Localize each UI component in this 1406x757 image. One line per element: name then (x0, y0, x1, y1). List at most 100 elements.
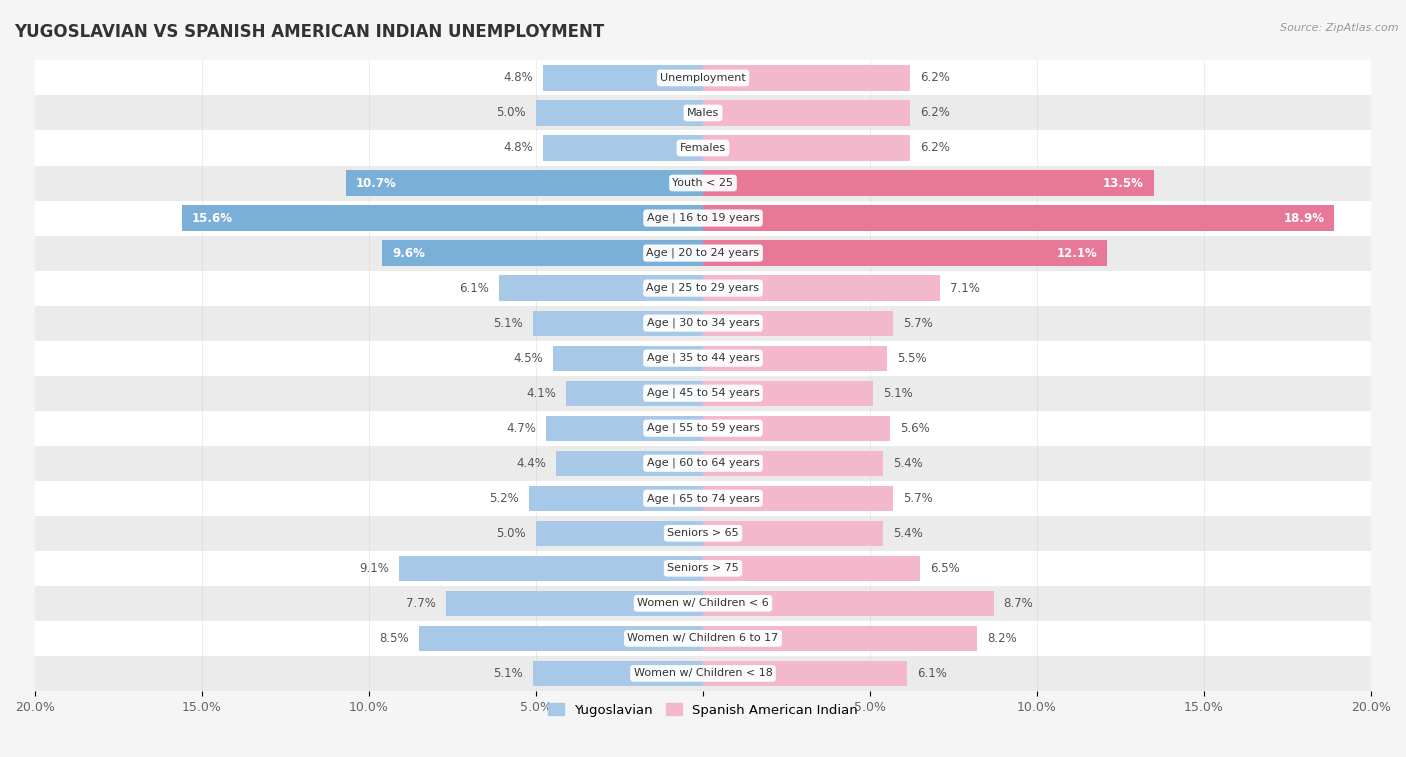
Bar (35, 166, 1371, 201)
Text: 5.0%: 5.0% (496, 107, 526, 120)
Text: 8.7%: 8.7% (1004, 597, 1033, 610)
Bar (533, 661, 703, 686)
Bar (703, 205, 1334, 231)
Text: Age | 60 to 64 years: Age | 60 to 64 years (647, 458, 759, 469)
Text: YUGOSLAVIAN VS SPANISH AMERICAN INDIAN UNEMPLOYMENT: YUGOSLAVIAN VS SPANISH AMERICAN INDIAN U… (14, 23, 605, 41)
Text: Males: Males (688, 108, 718, 118)
Text: Age | 16 to 19 years: Age | 16 to 19 years (647, 213, 759, 223)
Bar (35, 446, 1371, 481)
Text: Unemployment: Unemployment (661, 73, 745, 83)
Bar (35, 621, 1371, 656)
Text: Seniors > 75: Seniors > 75 (666, 563, 740, 573)
Bar (553, 345, 703, 371)
Text: Source: ZipAtlas.com: Source: ZipAtlas.com (1281, 23, 1399, 33)
Text: 15.6%: 15.6% (193, 211, 233, 225)
Bar (703, 416, 890, 441)
Bar (703, 556, 920, 581)
Bar (35, 586, 1371, 621)
Text: 7.1%: 7.1% (950, 282, 980, 294)
Text: 8.5%: 8.5% (380, 632, 409, 645)
Text: 6.1%: 6.1% (917, 667, 946, 680)
Bar (529, 486, 703, 511)
Text: 6.2%: 6.2% (920, 142, 950, 154)
Text: 9.6%: 9.6% (392, 247, 425, 260)
Bar (536, 101, 703, 126)
Bar (703, 626, 977, 651)
Bar (346, 170, 703, 195)
Text: Age | 45 to 54 years: Age | 45 to 54 years (647, 388, 759, 398)
Bar (555, 450, 703, 476)
Text: 4.8%: 4.8% (503, 71, 533, 85)
Bar (35, 306, 1371, 341)
Bar (35, 270, 1371, 306)
Text: Women w/ Children < 6: Women w/ Children < 6 (637, 598, 769, 609)
Bar (35, 411, 1371, 446)
Text: 5.5%: 5.5% (897, 352, 927, 365)
Bar (35, 516, 1371, 551)
Text: 6.1%: 6.1% (460, 282, 489, 294)
Bar (703, 170, 1154, 195)
Text: 6.2%: 6.2% (920, 107, 950, 120)
Text: 5.7%: 5.7% (904, 316, 934, 329)
Bar (181, 205, 703, 231)
Text: 8.2%: 8.2% (987, 632, 1017, 645)
Bar (567, 381, 703, 406)
Text: 9.1%: 9.1% (359, 562, 389, 575)
Bar (703, 345, 887, 371)
Bar (35, 551, 1371, 586)
Bar (533, 310, 703, 336)
Text: 18.9%: 18.9% (1284, 211, 1324, 225)
Bar (703, 136, 910, 160)
Text: 13.5%: 13.5% (1104, 176, 1144, 189)
Text: 4.8%: 4.8% (503, 142, 533, 154)
Bar (703, 65, 910, 91)
Bar (703, 450, 883, 476)
Bar (499, 276, 703, 301)
Text: 4.7%: 4.7% (506, 422, 536, 435)
Text: 4.5%: 4.5% (513, 352, 543, 365)
Text: 5.2%: 5.2% (489, 492, 519, 505)
Legend: Yugoslavian, Spanish American Indian: Yugoslavian, Spanish American Indian (543, 698, 863, 722)
Text: 4.4%: 4.4% (516, 456, 546, 470)
Bar (35, 61, 1371, 95)
Bar (399, 556, 703, 581)
Text: Women w/ Children 6 to 17: Women w/ Children 6 to 17 (627, 634, 779, 643)
Text: Females: Females (681, 143, 725, 153)
Bar (703, 521, 883, 546)
Bar (536, 521, 703, 546)
Text: 10.7%: 10.7% (356, 176, 396, 189)
Text: Age | 65 to 74 years: Age | 65 to 74 years (647, 493, 759, 503)
Text: Women w/ Children < 18: Women w/ Children < 18 (634, 668, 772, 678)
Text: Age | 55 to 59 years: Age | 55 to 59 years (647, 423, 759, 434)
Bar (35, 341, 1371, 375)
Text: Seniors > 65: Seniors > 65 (668, 528, 738, 538)
Bar (703, 276, 941, 301)
Text: 5.4%: 5.4% (893, 456, 924, 470)
Text: 7.7%: 7.7% (406, 597, 436, 610)
Bar (543, 65, 703, 91)
Bar (35, 201, 1371, 235)
Text: 5.0%: 5.0% (496, 527, 526, 540)
Text: 12.1%: 12.1% (1056, 247, 1097, 260)
Bar (703, 486, 893, 511)
Bar (35, 235, 1371, 270)
Text: 6.2%: 6.2% (920, 71, 950, 85)
Text: 5.4%: 5.4% (893, 527, 924, 540)
Text: 5.1%: 5.1% (883, 387, 912, 400)
Bar (35, 95, 1371, 130)
Bar (446, 590, 703, 616)
Bar (382, 241, 703, 266)
Text: Age | 30 to 34 years: Age | 30 to 34 years (647, 318, 759, 329)
Text: 5.1%: 5.1% (494, 316, 523, 329)
Bar (703, 101, 910, 126)
Bar (35, 656, 1371, 691)
Bar (546, 416, 703, 441)
Text: 5.7%: 5.7% (904, 492, 934, 505)
Text: Youth < 25: Youth < 25 (672, 178, 734, 188)
Bar (543, 136, 703, 160)
Text: 5.1%: 5.1% (494, 667, 523, 680)
Bar (703, 310, 893, 336)
Bar (35, 481, 1371, 516)
Text: Age | 35 to 44 years: Age | 35 to 44 years (647, 353, 759, 363)
Bar (703, 590, 994, 616)
